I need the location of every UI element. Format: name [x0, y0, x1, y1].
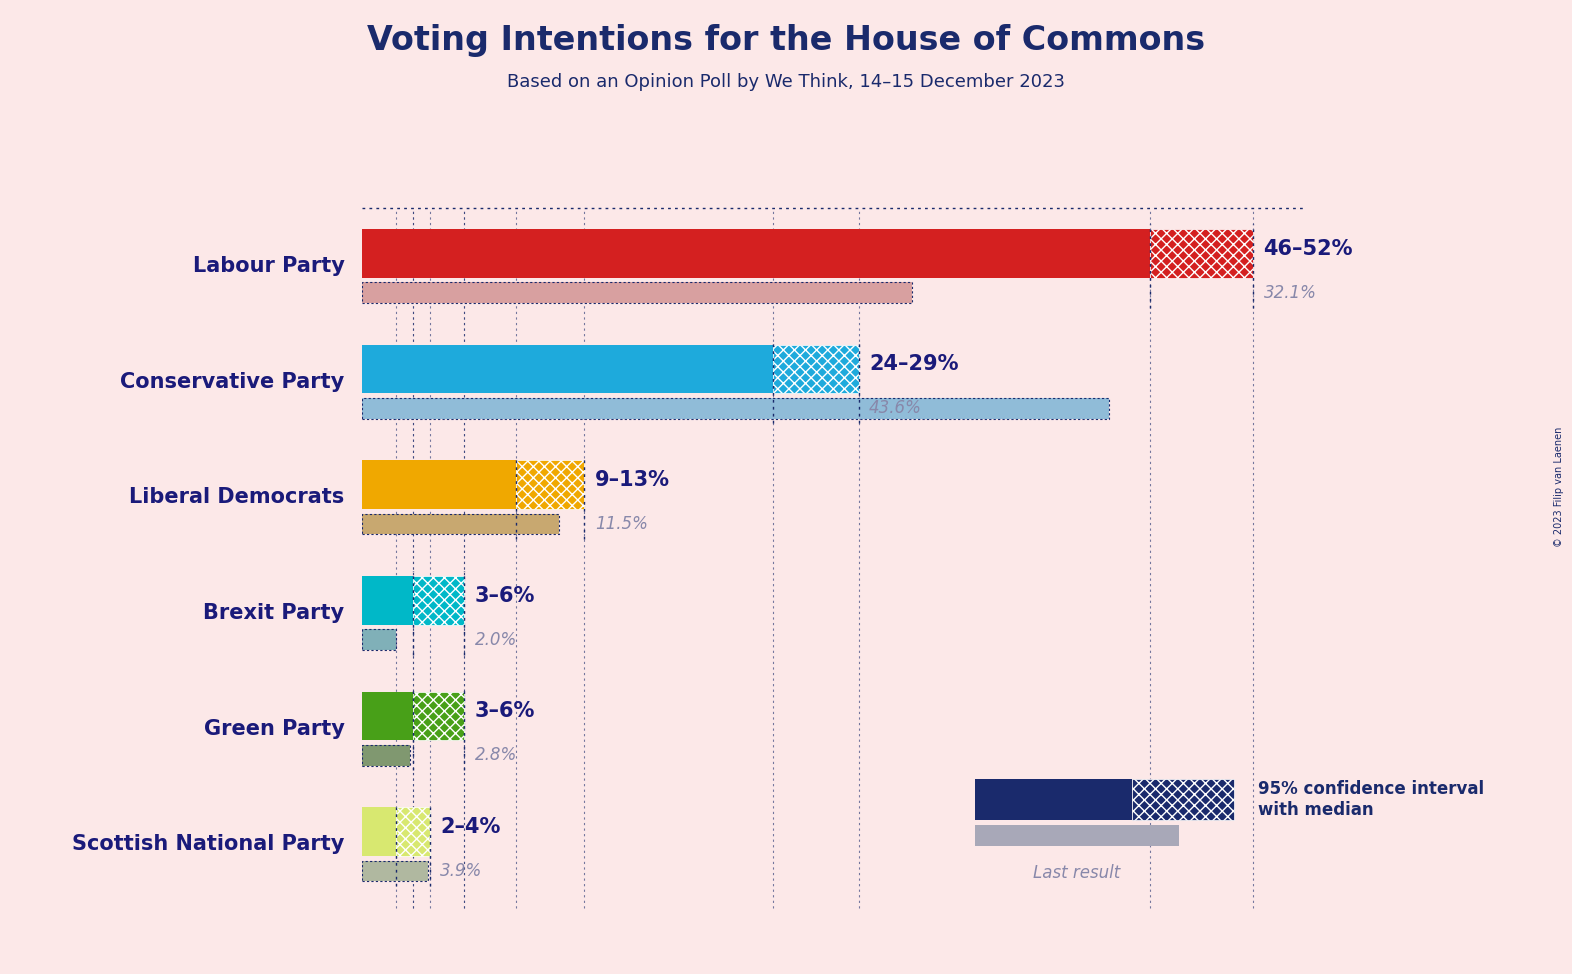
Bar — [362, 576, 413, 624]
Bar — [362, 807, 396, 856]
Text: 46–52%: 46–52% — [1264, 239, 1353, 259]
Bar — [362, 692, 413, 740]
Text: 2.8%: 2.8% — [475, 746, 517, 765]
Text: © 2023 Filip van Laenen: © 2023 Filip van Laenen — [1555, 427, 1564, 547]
Bar — [413, 692, 464, 740]
Bar — [362, 282, 912, 303]
Text: 9–13%: 9–13% — [594, 470, 670, 490]
Text: Based on an Opinion Poll by We Think, 14–15 December 2023: Based on an Opinion Poll by We Think, 14… — [508, 73, 1064, 91]
Text: 43.6%: 43.6% — [869, 399, 923, 417]
Text: 2–4%: 2–4% — [440, 817, 501, 837]
Bar — [362, 513, 558, 535]
Text: Last result: Last result — [1033, 864, 1121, 881]
Bar — [362, 282, 912, 303]
Text: Voting Intentions for the House of Commons: Voting Intentions for the House of Commo… — [366, 24, 1206, 57]
Text: Green Party: Green Party — [203, 719, 344, 738]
Text: 32.1%: 32.1% — [1264, 283, 1316, 302]
Bar — [362, 397, 1110, 419]
Text: 95% confidence interval
with median: 95% confidence interval with median — [1258, 780, 1484, 819]
Bar — [362, 745, 410, 766]
Text: 3–6%: 3–6% — [475, 585, 534, 606]
Bar — [516, 461, 585, 508]
Text: Brexit Party: Brexit Party — [203, 603, 344, 623]
Bar — [362, 513, 558, 535]
Bar — [413, 576, 464, 624]
Text: Scottish National Party: Scottish National Party — [72, 835, 344, 854]
Text: Labour Party: Labour Party — [192, 256, 344, 276]
Text: 2.0%: 2.0% — [475, 630, 517, 649]
Bar — [1151, 229, 1253, 278]
Bar — [773, 345, 858, 393]
Bar — [362, 229, 1151, 278]
Text: 3–6%: 3–6% — [475, 701, 534, 722]
Text: Conservative Party: Conservative Party — [119, 372, 344, 392]
Text: 3.9%: 3.9% — [440, 862, 483, 880]
Bar — [362, 745, 410, 766]
Bar — [396, 807, 431, 856]
Bar — [362, 861, 429, 881]
Text: 11.5%: 11.5% — [594, 515, 648, 533]
Bar — [362, 461, 516, 508]
Bar — [362, 629, 396, 650]
Bar — [362, 861, 429, 881]
Bar — [362, 345, 773, 393]
Text: 24–29%: 24–29% — [869, 355, 959, 374]
Text: Liberal Democrats: Liberal Democrats — [129, 487, 344, 507]
Bar — [362, 629, 396, 650]
Bar — [362, 397, 1110, 419]
